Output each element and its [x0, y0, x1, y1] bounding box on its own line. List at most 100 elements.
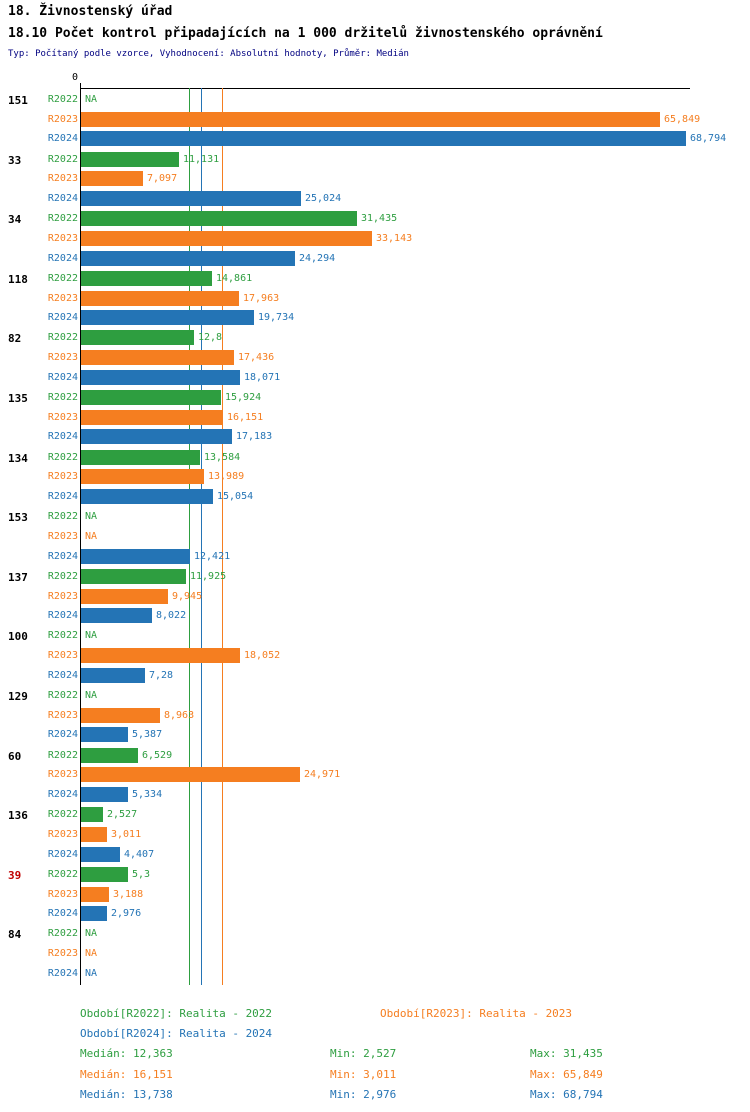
row-label-r2023: R2023 — [47, 411, 78, 423]
chart-meta: Typ: Počítaný podle vzorce, Vyhodnocení:… — [8, 49, 409, 59]
stat-median-r2022: Medián: 12,363 — [80, 1047, 173, 1060]
bar-value: 13,584 — [204, 451, 241, 463]
legend-r2024: Období[R2024]: Realita - 2024 — [80, 1027, 273, 1040]
bar-r2024 — [81, 667, 145, 683]
bar-value: 16,151 — [227, 411, 264, 423]
bar-value: 33,143 — [376, 232, 413, 244]
stat-min-r2023: Min: 3,011 — [330, 1068, 397, 1081]
axis-zero-tick — [80, 83, 81, 88]
bar-r2023 — [81, 588, 168, 604]
bar-r2024 — [81, 310, 254, 326]
report-title: 18. Živnostenský úřad — [8, 4, 173, 19]
bar-r2023 — [81, 350, 234, 366]
bar-value: 2,527 — [107, 809, 138, 821]
axis-zero-label: 0 — [71, 72, 78, 83]
chart-title: 18.10 Počet kontrol připadajících na 1 0… — [8, 26, 603, 41]
row-label-r2022: R2022 — [47, 332, 78, 344]
bar-r2024 — [81, 727, 128, 743]
bar-r2023 — [81, 707, 160, 723]
group-label-82: 82 — [8, 332, 22, 346]
bar-value-na: NA — [85, 511, 98, 523]
row-label-r2024: R2024 — [47, 193, 78, 204]
bar-r2024 — [81, 250, 295, 266]
bar-value: 25,024 — [305, 193, 342, 204]
row-label-r2022: R2022 — [47, 809, 78, 821]
stat-max-r2024: Max: 68,794 — [530, 1088, 603, 1101]
bar-value: 15,054 — [217, 491, 254, 502]
bar-value: 14,861 — [216, 272, 253, 284]
stat-median-r2024: Medián: 13,738 — [80, 1088, 173, 1101]
group-label-39: 39 — [8, 868, 22, 882]
row-label-r2023: R2023 — [47, 888, 78, 900]
axis-top-line — [80, 88, 690, 89]
bar-r2023 — [81, 230, 372, 246]
bar-value-na: NA — [85, 690, 98, 701]
stat-max-r2022: Max: 31,435 — [530, 1047, 603, 1060]
row-label-r2023: R2023 — [47, 709, 78, 721]
bar-value-na: NA — [85, 94, 98, 105]
axis-left-line — [80, 88, 81, 985]
bar-r2024 — [81, 548, 190, 564]
bar-r2022 — [81, 807, 103, 823]
bar-r2024 — [81, 131, 686, 147]
bar-value: 8,022 — [156, 610, 187, 622]
row-label-r2022: R2022 — [47, 213, 78, 225]
median-line-r2022 — [188, 88, 190, 985]
bar-value: 3,188 — [113, 888, 144, 900]
row-label-r2024: R2024 — [47, 789, 78, 800]
row-label-r2023: R2023 — [47, 292, 78, 304]
median-line-r2023 — [222, 88, 223, 985]
stat-max-r2023: Max: 65,849 — [530, 1068, 603, 1081]
bar-r2024 — [81, 608, 152, 624]
bar-value: 9,945 — [172, 590, 203, 602]
bar-value: 18,071 — [244, 371, 281, 383]
bar-value: 12,8 — [198, 332, 223, 344]
row-label-r2024: R2024 — [47, 371, 78, 383]
legend-r2022: Období[R2022]: Realita - 2022 — [80, 1007, 273, 1020]
row-label-r2022: R2022 — [47, 272, 78, 284]
row-label-r2024: R2024 — [47, 431, 78, 443]
row-label-r2024: R2024 — [47, 491, 78, 502]
row-label-r2022: R2022 — [47, 392, 78, 403]
group-label-135: 135 — [8, 392, 28, 405]
bar-value-na: NA — [85, 630, 98, 642]
bar-r2023 — [81, 111, 660, 127]
bar-r2023 — [81, 886, 109, 902]
row-label-r2022: R2022 — [47, 690, 78, 701]
row-label-r2023: R2023 — [47, 173, 78, 185]
bar-value: 12,421 — [194, 550, 231, 562]
bar-value: 5,3 — [132, 868, 151, 880]
bar-value: 3,011 — [111, 828, 142, 840]
group-label-151: 151 — [8, 94, 28, 107]
row-label-r2022: R2022 — [47, 94, 78, 105]
bar-value: 18,052 — [244, 650, 281, 662]
row-label-r2024: R2024 — [47, 550, 78, 562]
row-label-r2023: R2023 — [47, 113, 78, 125]
group-label-134: 134 — [8, 451, 28, 465]
bar-value: 31,435 — [361, 213, 398, 225]
bar-value: 65,849 — [664, 113, 701, 125]
row-label-r2024: R2024 — [47, 669, 78, 681]
row-label-r2024: R2024 — [47, 967, 78, 979]
group-label-136: 136 — [8, 809, 28, 823]
bar-r2022 — [81, 390, 221, 405]
row-label-r2022: R2022 — [47, 511, 78, 523]
bar-value: 17,436 — [238, 352, 275, 364]
row-label-r2024: R2024 — [47, 252, 78, 264]
bar-r2022 — [81, 330, 194, 346]
row-label-r2023: R2023 — [47, 650, 78, 662]
group-label-129: 129 — [8, 690, 28, 703]
row-label-r2022: R2022 — [47, 868, 78, 880]
bar-value: 19,734 — [258, 312, 295, 324]
row-label-r2023: R2023 — [47, 530, 78, 542]
group-label-118: 118 — [8, 272, 28, 286]
bar-value-na: NA — [85, 948, 98, 960]
bar-r2023 — [81, 826, 107, 842]
stat-median-r2023: Medián: 16,151 — [80, 1068, 173, 1081]
row-label-r2024: R2024 — [47, 729, 78, 741]
bar-r2023 — [81, 767, 300, 783]
bar-value: 17,963 — [243, 292, 280, 304]
stat-min-r2022: Min: 2,527 — [330, 1047, 397, 1060]
